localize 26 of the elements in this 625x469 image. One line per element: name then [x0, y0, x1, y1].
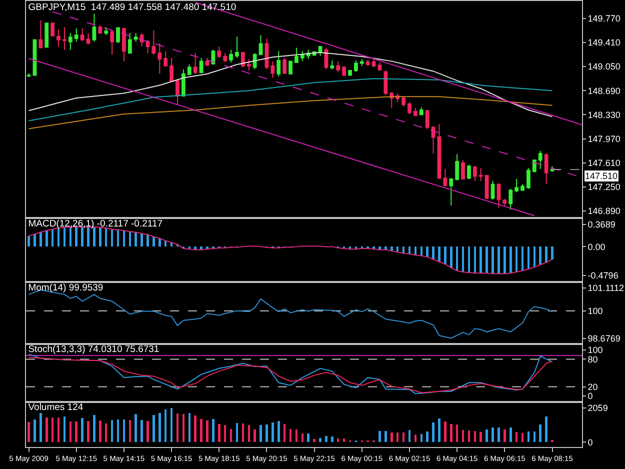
- y-tick-label: 0: [588, 391, 593, 402]
- y-tick-label: -0.4796: [588, 270, 618, 281]
- y-tick-label: 100: [588, 306, 603, 316]
- y-tick-label: 147.970: [588, 134, 620, 144]
- y-tick-label: 0.3689: [588, 220, 616, 230]
- y-tick-label: 146.890: [588, 206, 620, 216]
- y-tick-label: 20: [588, 382, 598, 392]
- y-tick-label: 0: [588, 437, 593, 448]
- y-tick-label: 2059: [588, 403, 608, 413]
- y-tick-label: 148.690: [588, 86, 620, 96]
- y-tick-label: 149.770: [588, 14, 620, 24]
- y-tick-label: 0.00: [588, 242, 606, 252]
- y-tick-label: 149.050: [588, 62, 620, 72]
- chart-title: MACD(12,26,1) -0.2117 -0.2117: [28, 218, 163, 230]
- chart-title: Stoch(13,3,3) 74.0310 75.6731: [28, 344, 160, 356]
- chart-title: Volumes 124: [28, 402, 84, 414]
- annotation: 147.510: [585, 171, 618, 181]
- y-tick-label: 147.610: [588, 158, 620, 168]
- y-tick-label: 148.330: [588, 110, 620, 120]
- y-tick-label: 147.250: [588, 182, 620, 192]
- y-tick-label: 98.6769: [588, 333, 620, 344]
- y-tick-label: 80: [588, 354, 598, 364]
- chart-title: Mom(14) 99.9539: [28, 282, 104, 294]
- y-tick-label: 100: [588, 345, 603, 356]
- y-tick-label: 149.410: [588, 38, 620, 48]
- y-tick-label: 101.1112: [588, 282, 624, 293]
